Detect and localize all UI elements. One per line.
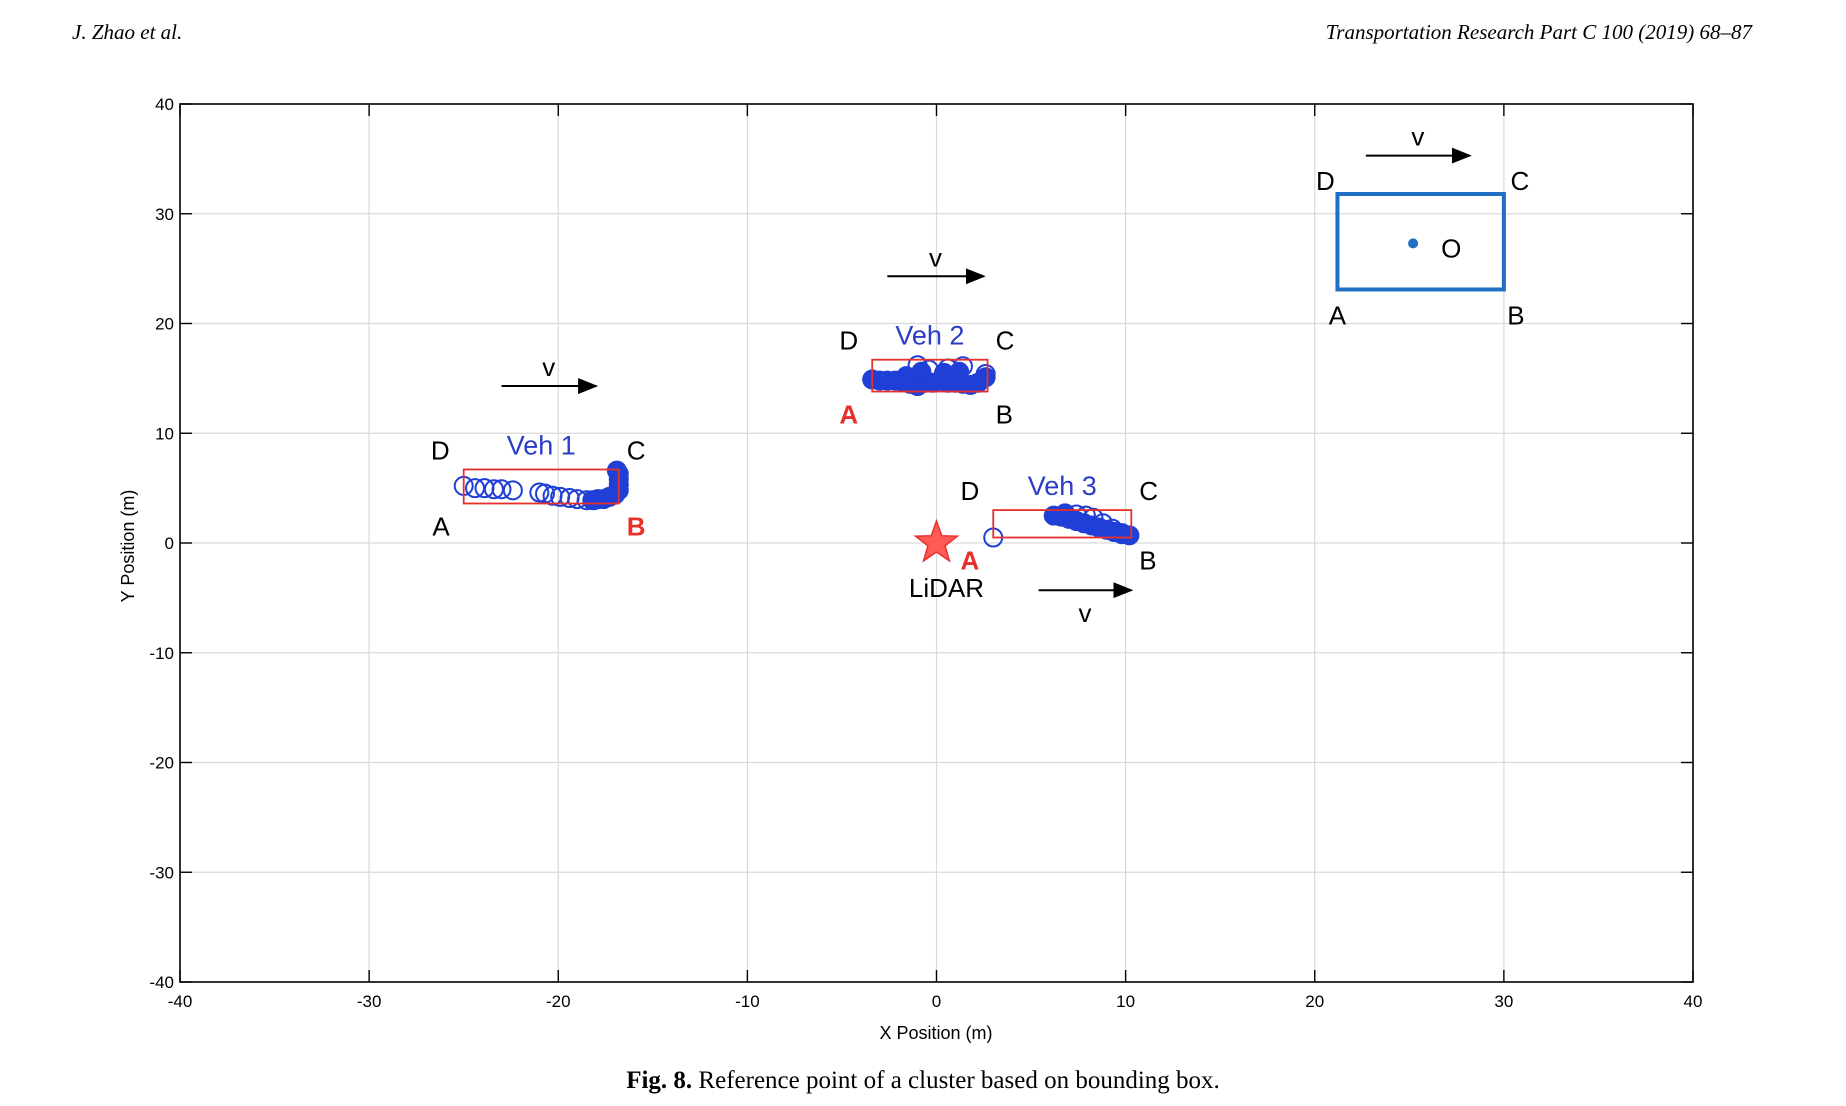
y-tick-label: 40: [155, 95, 174, 114]
velocity-label: v: [542, 352, 555, 382]
corner-label-d: D: [839, 326, 858, 356]
y-tick-label: -40: [149, 973, 174, 992]
corner-label-b: B: [996, 400, 1013, 430]
bounding-box: [871, 358, 989, 393]
schematic-corner-c: C: [1510, 166, 1529, 196]
cluster-point-open: [491, 479, 512, 500]
corner-label-b: B: [1139, 546, 1156, 576]
cluster-point-open: [502, 480, 523, 501]
y-tick-label: -20: [149, 754, 174, 773]
cluster-point-filled: [896, 366, 917, 387]
x-tick-label: 0: [932, 992, 941, 1011]
schematic-center-label: O: [1441, 233, 1461, 263]
schematic-corner-d: D: [1316, 166, 1335, 196]
lidar-label: LiDAR: [909, 573, 984, 603]
figure-caption-text: Reference point of a cluster based on bo…: [698, 1067, 1220, 1094]
y-tick-label: 20: [155, 315, 174, 334]
corner-label-d: D: [431, 435, 450, 465]
x-tick-label: 40: [1684, 992, 1703, 1011]
x-tick-label: 30: [1494, 992, 1513, 1011]
y-tick-label: 10: [155, 424, 174, 443]
x-tick-label: -10: [735, 992, 760, 1011]
y-tick-label: -10: [149, 644, 174, 663]
x-axis-title: X Position (m): [879, 1023, 992, 1043]
corner-label-c: C: [627, 435, 646, 465]
y-tick-label: 0: [165, 534, 174, 553]
corner-label-c: C: [1139, 476, 1158, 506]
figure-caption: Fig. 8. Reference point of a cluster bas…: [0, 1067, 1846, 1095]
velocity-label: v: [929, 242, 942, 272]
cluster-point-filled: [606, 460, 627, 481]
vehicle-label: Veh 3: [1028, 471, 1097, 501]
bounding-box: [992, 509, 1133, 539]
axes: -40 -30 -20 -10 0 10 20 30 40 -40 -30 -20 -10 0 10 20 30…: [149, 95, 1702, 1011]
bounding-box: [462, 468, 620, 505]
cluster-point-filled: [949, 361, 970, 382]
velocity-label: v: [1411, 122, 1424, 152]
corner-label-d: D: [960, 476, 979, 506]
running-head-authors: J. Zhao et al.: [72, 20, 183, 44]
schematic-corner-a: A: [1329, 300, 1347, 330]
vehicle-label: Veh 2: [895, 321, 964, 351]
cluster-point-filled: [975, 367, 996, 388]
running-head-journal: Transportation Research Part C 100 (2019…: [1325, 20, 1752, 44]
y-tick-label: 30: [155, 205, 174, 224]
corner-label-a: A: [839, 400, 858, 430]
schematic-box: [1335, 191, 1506, 292]
schematic-corner-b: B: [1507, 300, 1524, 330]
corner-label-b: B: [627, 511, 646, 541]
schematic-center-point: [1408, 238, 1419, 249]
y-tick-label: -30: [149, 863, 174, 882]
corner-label-a: A: [960, 546, 979, 576]
y-axis-title: Y Position (m): [118, 490, 138, 603]
cluster-point-filled: [1055, 503, 1076, 524]
lidar-star-icon: [913, 518, 960, 563]
cluster-point-filled: [1119, 525, 1140, 546]
x-tick-label: 20: [1305, 992, 1324, 1011]
x-tick-label: -40: [168, 992, 193, 1011]
x-tick-label: -20: [546, 992, 571, 1011]
x-tick-label: -30: [357, 992, 382, 1011]
figure-caption-label: Fig. 8.: [626, 1067, 693, 1094]
corner-label-c: C: [996, 326, 1015, 356]
corner-label-a: A: [432, 511, 450, 541]
vehicle-label: Veh 1: [507, 430, 576, 460]
plot-labels: Veh 1 A B C Dv Veh 2 A B C Dv Veh 3 A B C Dv LiDAR O A B C D…: [431, 122, 1529, 629]
x-tick-label: 10: [1116, 992, 1135, 1011]
velocity-label: v: [1078, 598, 1091, 628]
plot-marks: [453, 147, 1506, 599]
